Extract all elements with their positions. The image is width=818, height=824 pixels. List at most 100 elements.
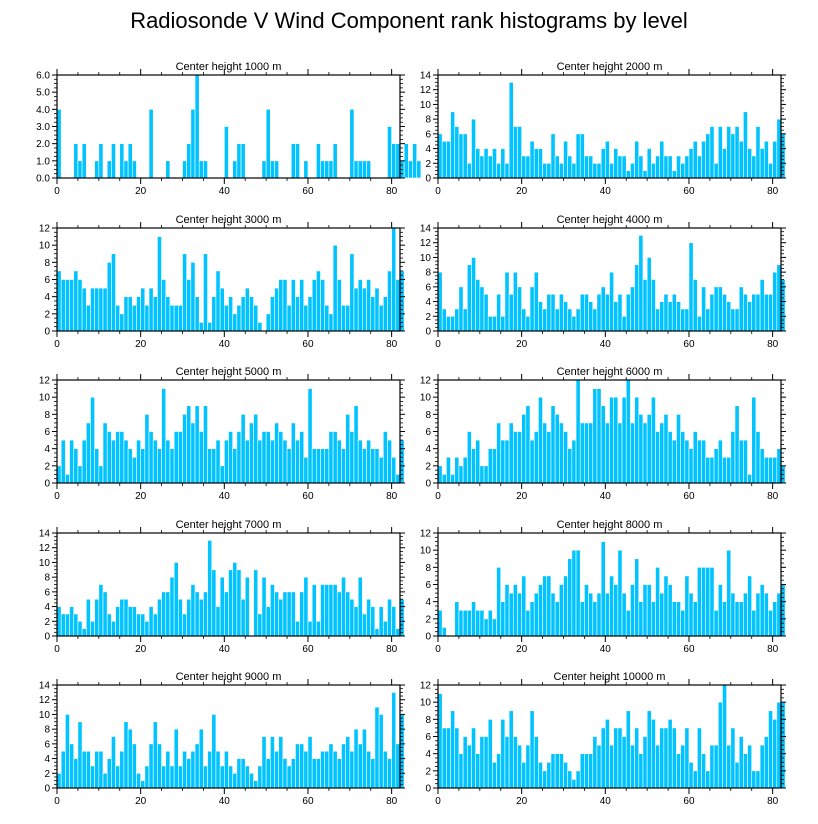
bar [270, 736, 275, 789]
bar [634, 264, 640, 332]
x-tick-label: 20 [135, 339, 147, 350]
bar [692, 279, 698, 332]
bar [207, 322, 213, 332]
bar [554, 414, 560, 484]
bar [173, 431, 179, 484]
bar [65, 474, 70, 484]
bar [705, 308, 711, 332]
bar [768, 293, 773, 332]
bar [462, 736, 468, 789]
bar [320, 584, 325, 637]
bar [224, 750, 229, 789]
bar [525, 155, 531, 179]
bar [190, 750, 196, 789]
bar [203, 160, 208, 179]
bar [111, 253, 116, 332]
bar [709, 293, 715, 332]
bar [579, 422, 585, 484]
bar [542, 422, 548, 484]
bar [517, 592, 522, 637]
bar [483, 148, 489, 179]
bar [412, 143, 418, 179]
bar [437, 133, 443, 179]
bar [713, 744, 719, 789]
bar [261, 576, 267, 637]
bar [341, 743, 346, 789]
bar [625, 379, 631, 484]
bar [554, 601, 560, 637]
bar [596, 744, 602, 789]
bar [232, 772, 238, 789]
bar [115, 765, 121, 789]
bar [483, 736, 489, 789]
bar [203, 253, 208, 332]
bar [605, 140, 610, 179]
bar [106, 613, 112, 637]
bar [680, 308, 686, 332]
bar [663, 575, 669, 637]
x-tick-label: 40 [219, 186, 231, 197]
bar [688, 592, 694, 637]
bar [303, 750, 309, 789]
bar [152, 439, 158, 484]
bar [709, 456, 715, 484]
bar [492, 315, 497, 332]
bar [362, 287, 367, 332]
bar [659, 301, 665, 332]
bar [617, 293, 623, 332]
bar [98, 750, 104, 789]
bar [521, 308, 527, 332]
bar [211, 569, 217, 637]
bar [492, 618, 497, 637]
bar [738, 140, 744, 179]
bar [115, 431, 121, 484]
bar [140, 780, 146, 789]
bar [349, 598, 355, 637]
y-tick-label: 6 [44, 587, 50, 598]
y-tick-label: 12 [420, 529, 432, 540]
bar [609, 396, 614, 484]
bar [244, 765, 250, 789]
bar [567, 308, 573, 332]
bar [332, 750, 338, 789]
bar [504, 162, 510, 179]
bar [717, 701, 723, 789]
panel-3: Center height 3000 m 0 2 4 6 8 10 12 0 20 40 60 80 [39, 214, 405, 350]
bar [165, 439, 171, 484]
bar [525, 405, 531, 484]
bar [630, 584, 635, 637]
bar [504, 584, 510, 637]
bar [307, 736, 313, 789]
bar [265, 431, 271, 484]
bar [270, 439, 275, 484]
bar [232, 448, 238, 484]
panel-7: Center height 7000 m 0 2 4 6 8 10 12 14 0 20 40 60 80 [39, 519, 405, 655]
bar [94, 287, 100, 332]
x-tick-label: 80 [386, 796, 398, 807]
bar [73, 613, 79, 637]
bar [479, 286, 485, 332]
bar [697, 727, 702, 789]
bar [667, 301, 673, 332]
bar [538, 761, 543, 789]
bar [299, 431, 305, 484]
bar [127, 296, 133, 332]
bar [257, 322, 263, 332]
bar [391, 692, 397, 789]
bar [224, 304, 229, 332]
bar [500, 315, 506, 332]
bar [311, 758, 317, 789]
bar [713, 162, 719, 179]
bar [743, 753, 748, 789]
bar [290, 143, 296, 179]
bar [651, 601, 656, 637]
bar [228, 765, 233, 789]
y-tick-label: 6 [44, 275, 50, 286]
bar [131, 743, 137, 789]
y-tick-label: 4 [425, 749, 431, 760]
bar [437, 609, 443, 637]
bar [303, 576, 309, 637]
y-tick-label: 4 [44, 292, 50, 303]
bar [98, 584, 104, 637]
y-tick-label: 10 [420, 100, 432, 111]
